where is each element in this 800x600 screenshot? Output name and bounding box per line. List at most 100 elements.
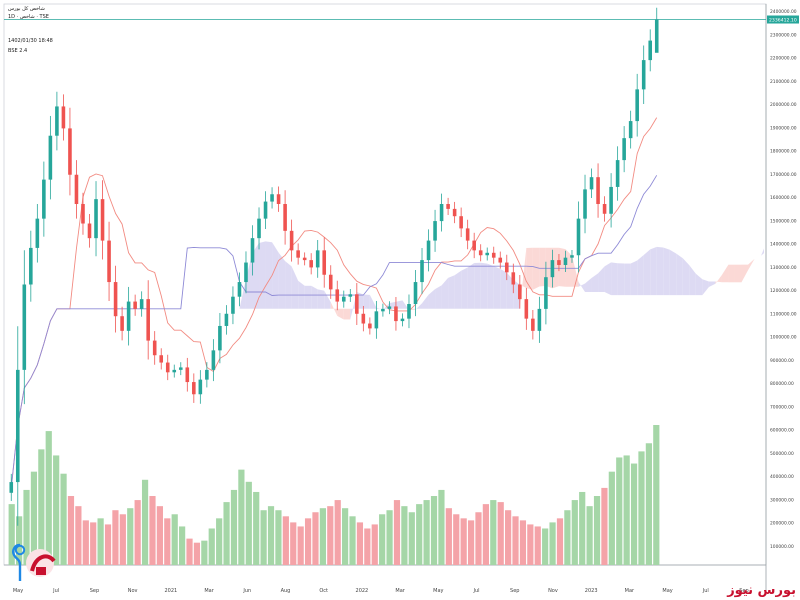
volume-bar [505,510,512,565]
y-tick-label: 300000.00 [770,497,794,503]
candle-body [87,223,92,239]
ichimoku-cloud-segment [578,281,586,293]
volume-bar [290,522,297,565]
ichimoku-cloud-segment [734,264,742,283]
volume-bar [393,500,401,565]
ichimoku-cloud-segment [454,270,462,309]
volume-bar [460,518,467,565]
candle-body [139,299,144,309]
ichimoku-cloud-segment [337,308,344,320]
candle-body [615,160,620,187]
x-tick-label: Jul [702,588,709,594]
candle-body [185,367,190,383]
volume-bar [519,520,527,565]
y-tick-label: 1100000.00 [770,311,797,317]
volume-bar [134,500,141,565]
candle-body [472,240,476,251]
candle-body [622,138,626,161]
candle-body [309,260,313,268]
ichimoku-cloud-segment [571,255,579,287]
ichimoku-cloud-segment [285,261,292,309]
ichimoku-cloud-segment [728,264,735,283]
candle-body [465,228,470,241]
x-tick-label: 2022 [356,588,369,594]
y-tick-label: 1600000.00 [770,195,797,201]
candle-body [133,301,137,309]
volume-bar [430,496,438,565]
candle-body [328,274,333,290]
ichimoku-cloud-segment [643,249,651,296]
candle-body [602,204,607,214]
candle-body [218,325,222,351]
ichimoku-cloud-segment [715,274,722,284]
y-tick-label: 1400000.00 [770,242,797,248]
volume-bar [304,518,312,565]
x-tick-label: Nov [128,588,138,594]
y-tick-label: 2400000.00 [770,9,797,15]
candle-body [654,19,659,53]
volume-bar [97,518,104,565]
candle-body [485,252,490,256]
x-tick-label: May [433,588,443,594]
y-tick-label: 900000.00 [770,358,794,364]
volume-bar [186,538,193,565]
candle-body [544,277,548,309]
volume-bar [334,500,341,565]
volume-bar [90,522,97,565]
candle-body [315,250,320,268]
y-tick-label: 1500000.00 [770,218,797,224]
y-tick-label: 1300000.00 [770,265,797,271]
volume-bar [179,526,186,565]
volume-bar [379,514,386,565]
x-tick-label: Mar [395,588,405,594]
volume-bar [556,518,564,565]
candle-body [283,204,287,231]
volume-bar [104,524,112,565]
volume-bar [512,516,519,565]
x-tick-label: Sep [510,588,519,594]
candle-body [9,482,14,493]
volume-bar [267,506,275,565]
volume-bar [45,431,52,565]
x-tick-label: Oct [319,588,328,594]
y-tick-label: 2200000.00 [770,56,797,62]
ichimoku-cloud-segment [695,273,703,296]
x-tick-label: 2021 [164,588,177,594]
candle-body [55,106,59,136]
volume-bar [38,449,45,565]
y-tick-label: 1200000.00 [770,288,797,294]
y-tick-label: 2100000.00 [770,79,797,85]
volume-bar [497,502,504,565]
ichimoku-cloud-segment [624,263,631,296]
volume-bar [171,514,178,565]
y-tick-label: 400000.00 [770,474,794,480]
candle-body [178,367,183,370]
candle-body [439,204,444,222]
volume-bar [408,512,415,565]
candle-body [563,257,568,265]
ichimoku-cloud-segment [402,300,409,311]
chart-timestamp: 1402/01/30 18:48 [8,38,53,44]
ichimoku-cloud-segment [311,285,318,309]
volume-bar [438,489,445,565]
ichimoku-cloud-segment [363,294,370,309]
candle-body [276,194,281,205]
ichimoku-cloud-segment [474,262,481,309]
candle-body [609,186,613,214]
volume-bar [75,506,82,565]
x-tick-label: Jul [52,588,59,594]
ichimoku-cloud-segment [689,265,696,296]
ichimoku-cloud-segment [585,278,592,293]
candle-body [61,106,66,129]
candle-body [361,313,366,324]
ichimoku-cloud-segment [343,308,351,320]
ichimoku-cloud-segment [754,255,762,259]
volume-bar [282,516,289,565]
volume-bar [238,469,245,565]
volume-bar [579,491,586,565]
candle-body [452,208,457,217]
volume-bar [445,508,452,565]
candle-body [237,282,242,297]
